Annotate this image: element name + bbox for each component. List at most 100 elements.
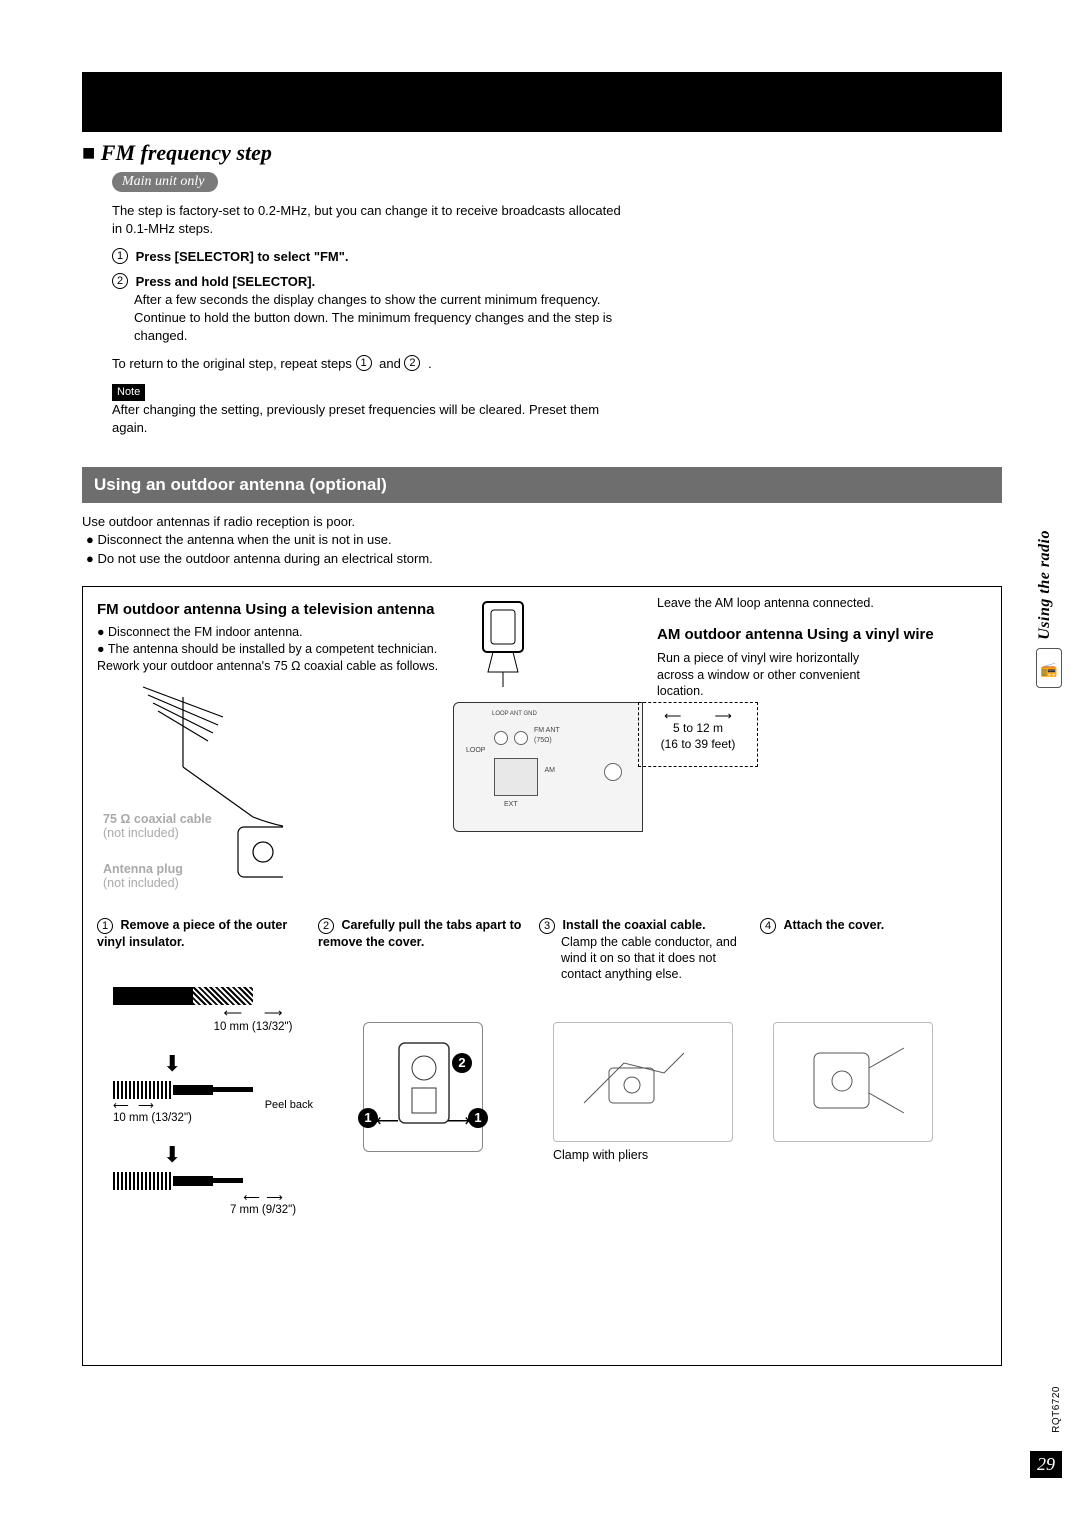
callout-row: 1 Remove a piece of the outer vinyl insu… [97,917,967,983]
c1-head: Remove a piece of the outer vinyl insula… [97,918,287,949]
plug-label: Antenna plug [103,862,183,876]
fm-step-2: 2 Press and hold [SELECTOR]. After a few… [112,273,632,346]
callout-2: 2 Carefully pull the tabs apart to remov… [318,917,525,983]
note-badge: Note [112,384,145,401]
cable-stage-3: ⟵ ⟶ 7 mm (9/32") [113,1172,333,1216]
am-wire-box: ⟵ ⟶ 5 to 12 m (16 to 39 feet) [638,702,758,767]
outdoor-body: Use outdoor antennas if radio reception … [82,513,1002,568]
c4-head: Attach the cover. [783,918,884,932]
cable-dim3: 7 mm (9/32") [193,1204,333,1216]
fm-bullets: ● Disconnect the FM indoor antenna. ● Th… [97,624,517,675]
fm-freq-intro: The step is factory-set to 0.2-MHz, but … [112,202,632,238]
fm-rework: Rework your outdoor antenna's 75 Ω coaxi… [97,658,517,675]
callout-3: 3 Install the coaxial cable. Clamp the c… [539,917,746,983]
fm-step-list: 1 Press [SELECTOR] to select "FM". 2 Pre… [112,248,632,345]
peel-back: Peel back [265,1099,313,1112]
arrow-down-1: ⬇ [163,1051,333,1077]
c2-head: Carefully pull the tabs apart to remove … [318,918,521,949]
step-desc-2: After a few seconds the display changes … [134,291,632,346]
plug-marker-1b: 1 [468,1108,488,1128]
return-a: To return to the original step, repeat s… [112,356,356,371]
am-desc: Run a piece of vinyl wire horizontally a… [657,650,867,701]
coax-not-inc: (not included) [103,826,179,840]
clamp-text: Clamp with pliers [553,1148,733,1162]
am-heading: AM outdoor antenna Using a vinyl wire [657,626,987,644]
fm-b2: The antenna should be installed by a com… [108,642,437,656]
attach-cover-illustration [773,1022,933,1142]
callout-4: 4 Attach the cover. [760,917,967,983]
side-tab: Using the radio 📻 [1036,530,1062,688]
unit-terminal: AM [494,758,538,796]
step-label-1: Press [SELECTOR] to select "FM". [136,249,349,264]
fm-column: FM outdoor antenna Using a television an… [97,601,517,675]
c4-num: 4 [760,918,776,934]
coax-label: 75 Ω coaxial cable [103,812,212,826]
return-n2: 2 [404,355,420,371]
fm-b1: Disconnect the FM indoor antenna. [108,625,303,639]
step-num-1: 1 [112,248,128,264]
cable-stage-2: ⟵ ⟶Peel back 10 mm (13/32") [113,1081,333,1124]
unit-am: AM [545,767,556,774]
am-column: Leave the AM loop antenna connected. AM … [657,595,987,701]
plug-label-block: Antenna plug (not included) [103,862,183,890]
fm-heading: FM outdoor antenna Using a television an… [97,601,517,618]
c3-body: Clamp the cable conductor, and wind it o… [561,934,746,983]
outdoor-b1: ● Disconnect the antenna when the unit i… [86,531,1002,549]
cable-stage-1: ⟵ ⟶ 10 mm (13/32") [113,987,333,1033]
title-text: FM frequency step [101,140,272,165]
plug-arrow-l: ⟵ [376,1111,399,1131]
outdoor-header: Using an outdoor antenna (optional) [82,467,1002,503]
unit-jack [604,763,622,781]
fm-step-1: 1 Press [SELECTOR] to select "FM". [112,248,632,266]
step-label-2: Press and hold [SELECTOR]. [136,274,316,289]
main-unit-illustration: LOOP ANT GND FM ANT (75Ω) LOOP AM EXT [453,702,643,832]
am-leave: Leave the AM loop antenna connected. [657,595,987,612]
fm-freq-title: ■ FM frequency step [82,140,1002,166]
title-bullet: ■ [82,140,95,165]
c3-num: 3 [539,918,555,934]
return-line: To return to the original step, repeat s… [112,355,632,373]
unit-ext: EXT [504,801,518,808]
fm-freq-body: The step is factory-set to 0.2-MHz, but … [112,202,632,437]
unit-loop: LOOP [466,747,485,754]
return-b: and [379,356,404,371]
cable-dim-arrows-1: ⟵ ⟶ [173,1005,333,1021]
plug-not-inc: (not included) [103,876,179,890]
page-content: ■ FM frequency step Main unit only The s… [82,140,1002,1366]
doc-id: RQT6720 [1051,1386,1062,1433]
outdoor-b2: ● Do not use the outdoor antenna during … [86,550,1002,568]
c1-num: 1 [97,918,113,934]
plug-illustration: 1 1 2 ⟵ ⟶ [363,1022,483,1152]
side-section-label: Using the radio [1036,530,1054,640]
note-text: After changing the setting, previously p… [112,401,632,437]
diagram-box: FM outdoor antenna Using a television an… [82,586,1002,1366]
arrow-down-2: ⬇ [163,1142,333,1168]
outdoor-intro: Use outdoor antennas if radio reception … [82,513,1002,531]
unit-ohm: (75Ω) [534,737,552,744]
outdoor-b1-text: Disconnect the antenna when the unit is … [97,532,391,547]
return-n1: 1 [356,355,372,371]
page-number: 29 [1030,1451,1062,1478]
main-unit-badge: Main unit only [112,172,218,192]
c3-head: Install the coaxial cable. [562,918,705,932]
unit-fm-ant: FM ANT [534,727,560,734]
plug-marker-1a: 1 [358,1108,378,1128]
plug-marker-2: 2 [452,1053,472,1073]
unit-port-2 [514,731,528,745]
callout-1: 1 Remove a piece of the outer vinyl insu… [97,917,304,983]
cable-prep-illustration: ⟵ ⟶ 10 mm (13/32") ⬇ ⟵ ⟶Peel back 10 mm … [113,987,333,1234]
unit-anticon: LOOP ANT GND [492,711,537,717]
outdoor-b2-text: Do not use the outdoor antenna during an… [97,551,432,566]
am-range: 5 to 12 m [639,721,757,735]
cable-dim1: 10 mm (13/32") [173,1021,333,1033]
step-num-2: 2 [112,273,128,289]
c2-num: 2 [318,918,334,934]
am-range-imp: (16 to 39 feet) [639,737,757,751]
fm-antenna-illustration: 75 Ω coaxial cable (not included) Antenn… [103,677,283,857]
plug-arrow-r: ⟶ [447,1111,470,1131]
radio-icon: 📻 [1036,648,1062,688]
am-loop-illustration [473,597,523,667]
unit-port-1 [494,731,508,745]
return-c: . [428,356,432,371]
clamp-illustration: Clamp with pliers [553,1022,733,1142]
